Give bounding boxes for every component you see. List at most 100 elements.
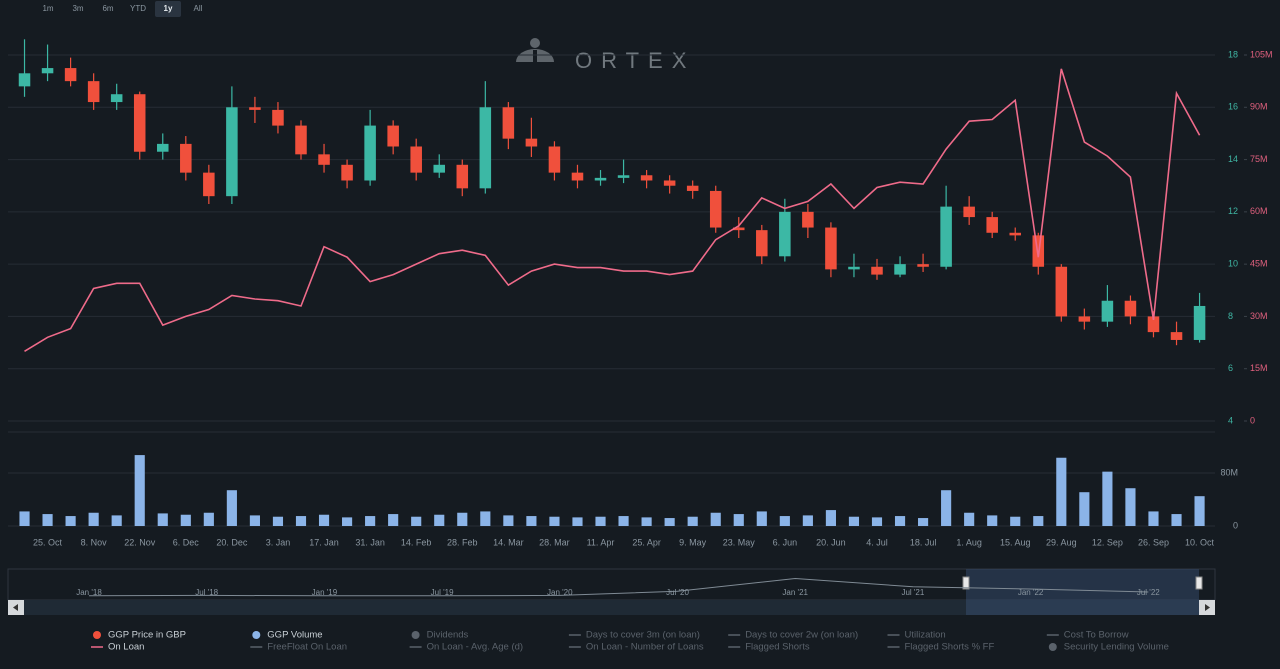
navigator-label: Jul '18 <box>195 588 218 597</box>
candle-body <box>1055 266 1068 317</box>
range-button[interactable]: 1y <box>164 4 173 13</box>
x-tick-label: 17. Jan <box>309 537 339 547</box>
volume-bar <box>503 515 514 526</box>
candle-body <box>617 175 630 178</box>
candle-body <box>525 138 538 147</box>
range-button[interactable]: 1m <box>42 4 53 13</box>
candle-body <box>802 211 814 228</box>
x-tick-label: 15. Aug <box>1000 537 1031 547</box>
candle-body <box>640 175 653 181</box>
x-tick-label: 6. Dec <box>173 537 200 547</box>
volume-bar <box>342 517 353 526</box>
volume-bar <box>687 516 698 526</box>
legend-label[interactable]: Flagged Shorts % FF <box>905 642 995 653</box>
volume-bar <box>318 514 330 526</box>
volume-bar <box>894 516 906 526</box>
legend-label[interactable]: Cost To Borrow <box>1064 630 1129 641</box>
volume-bar <box>710 512 721 526</box>
candle-body <box>594 177 607 181</box>
legend-marker <box>411 631 420 639</box>
y-tick-label: 14 <box>1228 154 1238 164</box>
legend-label[interactable]: On Loan - Number of Loans <box>586 642 704 653</box>
legend-label[interactable]: GGP Volume <box>267 630 322 641</box>
x-tick-label: 29. Aug <box>1046 537 1077 547</box>
volume-bar <box>272 516 284 526</box>
legend-label[interactable]: Dividends <box>427 630 469 641</box>
legend-label[interactable]: Flagged Shorts <box>745 642 810 653</box>
volume-bar <box>1033 516 1044 526</box>
volume-bar <box>572 517 583 526</box>
legend-label[interactable]: On Loan - Avg. Age (d) <box>427 642 523 653</box>
x-tick-label: 3. Jan <box>266 537 291 547</box>
candle-body <box>1170 332 1183 340</box>
legend-marker <box>93 631 101 639</box>
y-tick-label: 6 <box>1228 363 1233 373</box>
candle-body <box>410 146 422 173</box>
candle-body <box>133 94 146 152</box>
legend-label[interactable]: FreeFloat On Loan <box>267 642 347 653</box>
scrollbar[interactable] <box>8 600 1215 615</box>
navigator-label: Jan '18 <box>76 588 102 597</box>
candle-body <box>87 81 100 103</box>
candle-body <box>1078 316 1091 322</box>
volume-bar <box>549 516 560 526</box>
volume-bar <box>1079 492 1090 526</box>
range-button[interactable]: 6m <box>102 4 113 13</box>
volume-bar <box>1125 488 1136 526</box>
candle-body <box>548 146 561 173</box>
legend-label[interactable]: GGP Price in GBP <box>108 630 186 641</box>
x-tick-label: 28. Mar <box>539 537 570 547</box>
scroll-left-arrow <box>13 604 18 611</box>
candle-body <box>479 107 492 189</box>
candle-body <box>894 264 906 275</box>
candle-body <box>825 227 837 270</box>
y-tick-label: 8 <box>1228 311 1233 321</box>
candle-body <box>1009 232 1021 236</box>
legend-label[interactable]: Days to cover 2w (on loan) <box>745 630 858 641</box>
candle-body <box>433 164 445 173</box>
navigator-selection[interactable] <box>966 569 1199 615</box>
volume-bar <box>388 514 399 526</box>
candle-body <box>1193 305 1206 340</box>
volume-bar <box>526 516 537 526</box>
legend-marker <box>252 631 261 639</box>
candle-body <box>456 164 469 189</box>
range-button[interactable]: All <box>194 4 203 13</box>
volume-bar <box>987 515 998 526</box>
range-button-selected[interactable] <box>155 1 181 17</box>
volume-bar <box>365 516 376 526</box>
candle-body <box>871 266 883 275</box>
x-tick-label: 6. Jun <box>773 537 798 547</box>
navigator-handle[interactable] <box>1195 576 1203 590</box>
navigator-label: Jan '22 <box>1018 588 1044 597</box>
x-tick-label: 28. Feb <box>447 537 478 547</box>
navigator-label: Jan '19 <box>312 588 338 597</box>
volume-bar <box>434 514 445 526</box>
x-tick-label: 31. Jan <box>355 537 385 547</box>
volume-bar <box>1102 471 1113 526</box>
navigator-label: Jul '20 <box>666 588 689 597</box>
volume-bar <box>756 511 767 526</box>
volume-bar <box>19 511 30 526</box>
y2-tick-label: 15M <box>1250 363 1268 373</box>
range-button[interactable]: YTD <box>130 4 146 13</box>
legend-label[interactable]: On Loan <box>108 642 144 653</box>
x-tick-label: 25. Apr <box>632 537 661 547</box>
range-button[interactable]: 3m <box>72 4 83 13</box>
legend-label[interactable]: Utilization <box>905 630 946 641</box>
candle-body <box>779 211 791 257</box>
volume-bar <box>42 514 53 526</box>
candle-body <box>917 264 929 267</box>
candle-body <box>986 217 998 233</box>
volume-bar <box>203 512 214 526</box>
candle-body <box>18 73 31 87</box>
scroll-right-arrow <box>1205 604 1210 611</box>
navigator-handle[interactable] <box>962 576 970 590</box>
legend-label[interactable]: Days to cover 3m (on loan) <box>586 630 700 641</box>
candle-body <box>110 94 123 103</box>
legend-marker <box>1048 643 1057 651</box>
candle-body <box>1147 316 1160 333</box>
volume-bar <box>825 510 836 526</box>
legend-label[interactable]: Security Lending Volume <box>1064 642 1169 653</box>
